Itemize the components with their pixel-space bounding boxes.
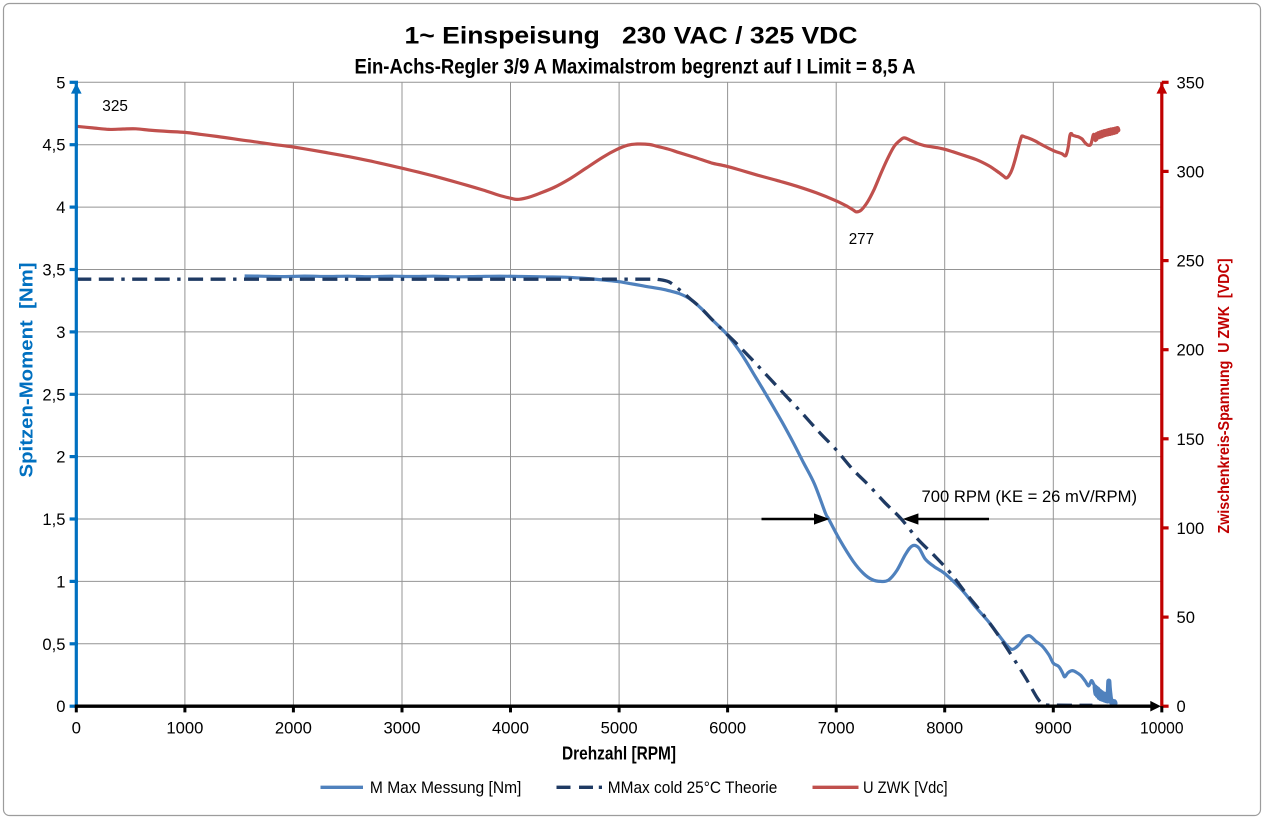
svg-text:Spitzen-Moment [Nm]: Spitzen-Moment [Nm] xyxy=(17,263,37,478)
svg-text:MMax cold 25°C Theorie: MMax cold 25°C Theorie xyxy=(608,778,778,797)
svg-text:8000: 8000 xyxy=(926,718,963,737)
svg-text:250: 250 xyxy=(1177,252,1205,271)
svg-text:5000: 5000 xyxy=(601,718,638,737)
svg-text:325: 325 xyxy=(102,98,128,115)
svg-text:4,5: 4,5 xyxy=(42,136,65,155)
svg-text:M Max Messung [Nm]: M Max Messung [Nm] xyxy=(370,778,522,797)
svg-text:4000: 4000 xyxy=(492,718,529,737)
svg-text:2: 2 xyxy=(56,448,65,467)
svg-text:10000: 10000 xyxy=(1140,718,1184,737)
svg-text:7000: 7000 xyxy=(818,718,855,737)
svg-text:4: 4 xyxy=(56,198,65,217)
svg-text:0: 0 xyxy=(56,697,65,716)
svg-text:3,5: 3,5 xyxy=(42,261,65,280)
svg-text:3: 3 xyxy=(56,323,65,342)
svg-text:Drehzahl [RPM]: Drehzahl [RPM] xyxy=(562,743,676,763)
svg-text:U ZWK [Vdc]: U ZWK [Vdc] xyxy=(863,778,948,797)
svg-text:350: 350 xyxy=(1177,73,1205,92)
svg-text:50: 50 xyxy=(1177,608,1195,627)
svg-text:0: 0 xyxy=(1177,697,1186,716)
svg-text:9000: 9000 xyxy=(1035,718,1072,737)
svg-text:700 RPM (KE = 26 mV/RPM): 700 RPM (KE = 26 mV/RPM) xyxy=(922,487,1138,506)
svg-text:0,5: 0,5 xyxy=(42,635,65,654)
svg-text:1~ Einspeisung 230 VAC / 325: 1~ Einspeisung 230 VAC / 325 VDC xyxy=(405,23,858,50)
svg-text:150: 150 xyxy=(1177,430,1205,449)
svg-text:1000: 1000 xyxy=(166,718,203,737)
svg-text:1,5: 1,5 xyxy=(42,510,65,529)
svg-text:Ein-Achs-Regler 3/9 A Maximals: Ein-Achs-Regler 3/9 A Maximalstrom begre… xyxy=(355,53,916,78)
svg-text:2000: 2000 xyxy=(275,718,312,737)
svg-text:3000: 3000 xyxy=(384,718,421,737)
svg-text:5: 5 xyxy=(56,73,65,92)
svg-text:6000: 6000 xyxy=(709,718,746,737)
svg-text:100: 100 xyxy=(1177,519,1205,538)
svg-text:1: 1 xyxy=(56,573,65,592)
svg-text:2,5: 2,5 xyxy=(42,385,65,404)
svg-text:200: 200 xyxy=(1177,341,1205,360)
svg-text:Zwischenkreis-Spannung U ZWK: Zwischenkreis-Spannung U ZWK [VDC] xyxy=(1216,259,1233,534)
svg-text:277: 277 xyxy=(849,231,874,248)
svg-text:0: 0 xyxy=(72,718,81,737)
svg-text:300: 300 xyxy=(1177,163,1205,182)
